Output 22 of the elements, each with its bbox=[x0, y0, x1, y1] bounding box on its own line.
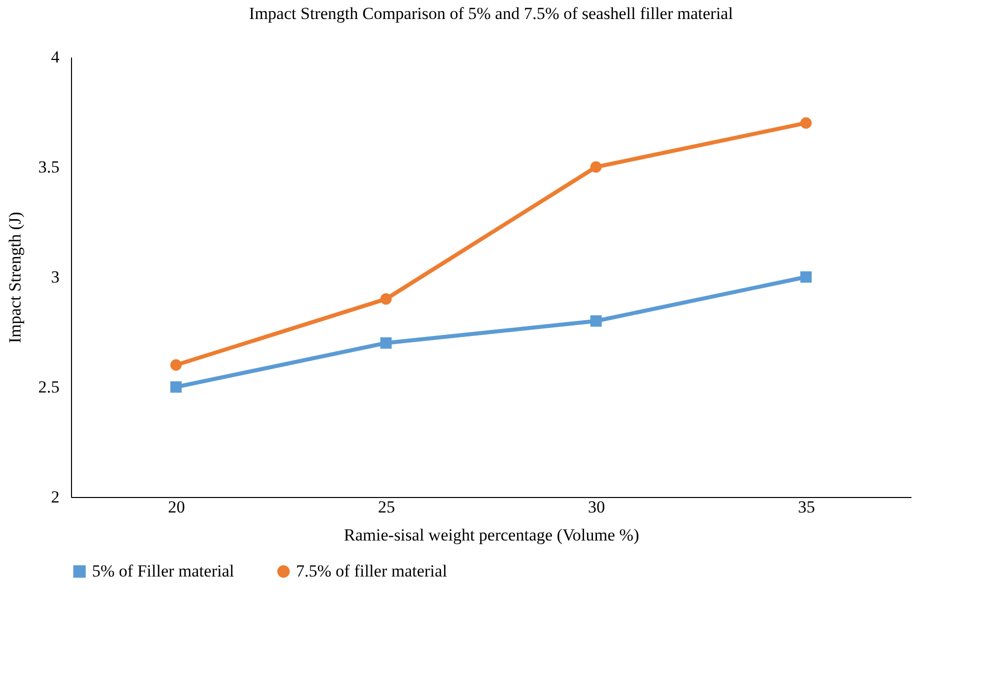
y-axis-title: Impact Strength (J) bbox=[5, 212, 24, 344]
x-tick-label: 20 bbox=[168, 498, 185, 516]
point bbox=[590, 315, 602, 327]
x-tick-label: 30 bbox=[588, 498, 605, 516]
chart-title: Impact Strength Comparison of 5% and 7.5% of seashell filler material bbox=[249, 4, 734, 23]
x-tick-label: 35 bbox=[798, 498, 815, 516]
point bbox=[170, 359, 182, 371]
y-tick-label: 3.5 bbox=[38, 158, 60, 176]
y-tick-label: 2.5 bbox=[38, 378, 60, 396]
point bbox=[590, 161, 602, 173]
x-axis-title: Ramie-sisal weight percentage (Volume %) bbox=[344, 526, 640, 544]
point bbox=[800, 271, 812, 283]
y-tick-label: 3 bbox=[51, 268, 60, 286]
point bbox=[800, 117, 812, 129]
legend-label: 7.5% of filler material bbox=[296, 562, 448, 581]
point bbox=[170, 381, 182, 393]
legend-label: 5% of Filler material bbox=[92, 562, 234, 581]
point bbox=[380, 293, 392, 305]
y-tick-label: 2 bbox=[51, 488, 60, 506]
y-tick-label: 4 bbox=[51, 48, 60, 66]
point bbox=[380, 337, 392, 349]
x-tick-label: 25 bbox=[378, 498, 395, 516]
